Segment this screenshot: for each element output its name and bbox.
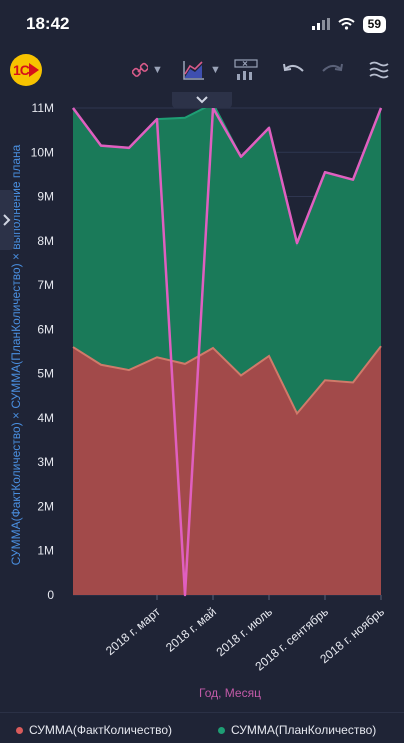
redo-button[interactable]: [320, 56, 344, 84]
layers-button[interactable]: [368, 56, 390, 84]
undo-icon: [283, 63, 304, 72]
logo-flag-icon: [29, 63, 39, 77]
table-view-button[interactable]: [234, 56, 258, 84]
y-tick-label: 2M: [37, 499, 54, 513]
legend-label: СУММА(ФактКоличество): [29, 723, 172, 737]
y-tick-label: 9M: [37, 190, 54, 204]
y-tick-label: 0: [47, 588, 54, 602]
chevron-right-icon: [3, 214, 11, 226]
y-tick-label: 3M: [37, 455, 54, 469]
collapse-toolbar-button[interactable]: [172, 92, 232, 108]
toolbar: 1С ▼ ▼: [0, 48, 404, 92]
y-tick-label: 7M: [37, 278, 54, 292]
y-tick-label: 11M: [32, 101, 54, 115]
x-axis-title: Год, Месяц: [199, 686, 261, 700]
status-time: 18:42: [26, 14, 70, 33]
undo-button[interactable]: [282, 56, 306, 84]
link-icon: [132, 62, 148, 77]
y-tick-label: 4M: [37, 411, 54, 425]
app-logo[interactable]: 1С: [10, 54, 42, 86]
area-chart-icon: [183, 61, 204, 80]
status-icons: 59: [311, 14, 386, 34]
x-tick-label: 2018 г. март: [103, 604, 163, 658]
table-chart-icon: [234, 59, 258, 80]
legend-item-fact[interactable]: СУММА(ФактКоличество): [16, 723, 172, 737]
status-bar: 18:42 59: [0, 0, 404, 48]
wifi-icon: [338, 18, 355, 30]
chevron-down-icon: ▼: [210, 64, 221, 76]
legend-label: СУММА(ПланКоличество): [231, 723, 377, 737]
y-tick-label: 8M: [37, 234, 54, 248]
legend-marker: [218, 726, 225, 734]
legend-marker: [16, 726, 23, 734]
expand-panel-button[interactable]: [0, 190, 14, 250]
chevron-down-icon: ▼: [152, 64, 163, 76]
link-button[interactable]: ▼: [132, 56, 163, 84]
chevron-down-icon: [196, 96, 208, 104]
series-line-fact: [72, 345, 382, 416]
series-line-plan-completion: [71, 106, 383, 597]
x-tick-label: 2018 г. май: [163, 605, 219, 655]
y-axis-title: СУММА(ФактКоличество) × СУММА(ПланКоличе…: [9, 144, 23, 565]
series-area-fact: [73, 346, 381, 595]
legend: СУММА(ФактКоличество) СУММА(ПланКоличест…: [0, 712, 404, 743]
chart-area: 0 1M 2M 3M 4M 5M 6M 7M 8M 9M 10M 11M 2018 г. март 201…: [0, 92, 404, 708]
y-tick-label: 5M: [37, 367, 54, 381]
y-tick-label: 1M: [37, 544, 54, 558]
legend-item-plan[interactable]: СУММА(ПланКоличество): [218, 723, 376, 737]
layers-icon: [369, 61, 389, 79]
y-tick-label: 10M: [31, 145, 54, 159]
chart-type-button[interactable]: ▼: [182, 56, 221, 84]
redo-icon: [322, 63, 343, 72]
signal-icon: [311, 18, 330, 30]
area-chart: 0 1M 2M 3M 4M 5M 6M 7M 8M 9M 10M 11M 2018 г. март 201…: [9, 101, 387, 700]
logo-text: 1С: [13, 62, 30, 78]
y-tick-label: 6M: [37, 322, 54, 336]
battery-indicator: 59: [362, 15, 386, 33]
